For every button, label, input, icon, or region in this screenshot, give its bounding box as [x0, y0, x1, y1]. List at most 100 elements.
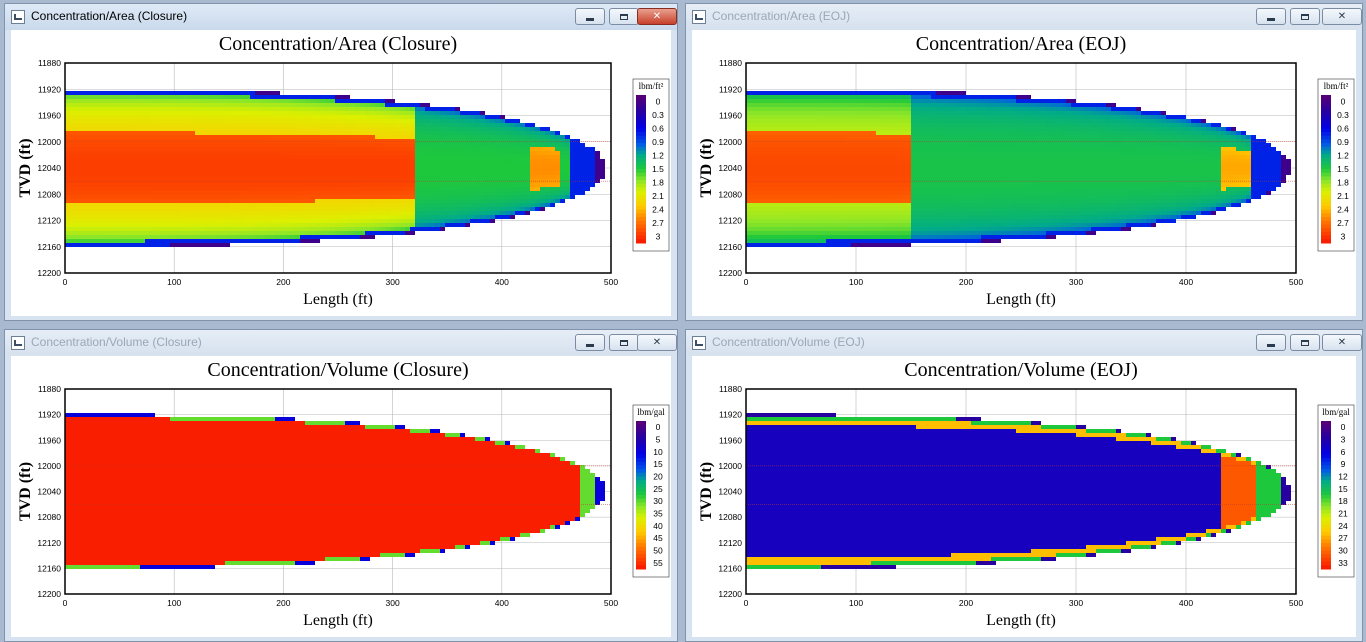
minimize-button[interactable]	[1256, 8, 1286, 25]
heatmap-cell	[270, 155, 275, 159]
heatmap-cell	[831, 215, 836, 219]
y-tick-label: 12000	[37, 137, 61, 147]
heatmap-cell	[115, 147, 120, 151]
heatmap-cell	[821, 191, 826, 195]
window-area-eoj[interactable]: Concentration/Area (EOJ) ✕ 0 100 200 300 400…	[685, 3, 1363, 321]
heatmap-cell	[761, 179, 766, 183]
heatmap-cell	[280, 95, 285, 99]
heatmap-cell	[320, 107, 325, 111]
window-titlebar[interactable]: Concentration/Area (Closure) ✕	[5, 4, 677, 30]
heatmap-cell	[140, 239, 145, 243]
heatmap-cell	[165, 123, 170, 127]
heatmap-cell	[130, 223, 135, 227]
heatmap-cell	[130, 211, 135, 215]
heatmap-cell	[390, 139, 395, 143]
heatmap-cell	[365, 115, 370, 119]
heatmap-cell	[150, 111, 155, 115]
heatmap-cell	[385, 167, 390, 171]
heatmap-cell	[455, 119, 460, 123]
heatmap-cell	[95, 163, 100, 167]
heatmap-cell	[190, 159, 195, 163]
heatmap-cell	[95, 239, 100, 243]
heatmap-cell	[405, 123, 410, 127]
heatmap-cell	[305, 115, 310, 119]
heatmap-cell	[766, 111, 771, 115]
heatmap-cell	[590, 167, 595, 171]
heatmap-cell	[801, 159, 806, 163]
heatmap-cell	[570, 143, 575, 147]
heatmap-cell	[831, 235, 836, 239]
heatmap-cell	[235, 131, 240, 135]
heatmap-cell	[440, 139, 445, 143]
heatmap-cell	[130, 171, 135, 175]
heatmap-cell	[911, 195, 916, 199]
heatmap-cell	[160, 191, 165, 195]
heatmap-cell	[886, 207, 891, 211]
heatmap-cell	[856, 191, 861, 195]
heatmap-cell	[180, 143, 185, 147]
heatmap-cell	[295, 191, 300, 195]
close-button[interactable]: ✕	[637, 8, 677, 25]
heatmap-cell	[861, 155, 866, 159]
heatmap-cell	[595, 163, 600, 167]
heatmap-cell	[345, 155, 350, 159]
heatmap-cell	[460, 155, 465, 159]
heatmap-cell	[911, 223, 916, 227]
heatmap-cell	[90, 139, 95, 143]
y-tick-label: 12160	[37, 242, 61, 252]
heatmap-cell	[390, 151, 395, 155]
heatmap-cell	[480, 119, 485, 123]
close-icon: ✕	[1337, 11, 1347, 22]
heatmap-cell	[445, 183, 450, 187]
heatmap-cell	[170, 115, 175, 119]
heatmap-cell	[445, 111, 450, 115]
heatmap-cell	[195, 231, 200, 235]
maximize-button[interactable]	[1290, 8, 1320, 25]
heatmap-cell	[440, 199, 445, 203]
close-button[interactable]: ✕	[1322, 8, 1362, 25]
heatmap-cell	[851, 227, 856, 231]
heatmap-cell	[300, 99, 305, 103]
heatmap-cell	[275, 239, 280, 243]
heatmap-cell	[105, 135, 110, 139]
heatmap-cell	[455, 111, 460, 115]
heatmap-cell	[140, 115, 145, 119]
heatmap-cell	[95, 183, 100, 187]
heatmap-cell	[115, 115, 120, 119]
window-area-closure[interactable]: Concentration/Area (Closure) ✕ 0 100 200 30…	[4, 3, 678, 321]
heatmap-cell	[791, 127, 796, 131]
colorbar-label: 3	[656, 231, 661, 241]
heatmap-cell	[310, 239, 315, 243]
heatmap-cell	[590, 147, 595, 151]
heatmap-cell	[125, 135, 130, 139]
heatmap-cell	[310, 227, 315, 231]
heatmap-cell	[145, 123, 150, 127]
heatmap-cell	[886, 171, 891, 175]
heatmap-cell	[560, 143, 565, 147]
heatmap-cell	[761, 215, 766, 219]
heatmap-cell	[200, 187, 205, 191]
heatmap-cell	[215, 199, 220, 203]
heatmap-cell	[265, 183, 270, 187]
colorbar-unit: lbm/ft²	[639, 81, 664, 91]
heatmap-cell	[440, 171, 445, 175]
heatmap-cell	[195, 243, 200, 247]
heatmap-cell	[570, 167, 575, 171]
heatmap-cell	[130, 131, 135, 135]
heatmap-cell	[500, 203, 505, 207]
heatmap-cell	[420, 171, 425, 175]
heatmap-cell	[395, 199, 400, 203]
heatmap-cell	[435, 147, 440, 151]
heatmap-cell	[796, 159, 801, 163]
window-titlebar[interactable]: Concentration/Area (EOJ) ✕	[686, 4, 1362, 30]
heatmap-cell	[280, 139, 285, 143]
heatmap-cell	[115, 135, 120, 139]
maximize-button[interactable]	[609, 8, 639, 25]
heatmap-cell	[841, 135, 846, 139]
heatmap-cell	[445, 187, 450, 191]
heatmap-cell	[445, 203, 450, 207]
heatmap-cell	[420, 135, 425, 139]
heatmap-cell	[100, 151, 105, 155]
heatmap-cell	[590, 175, 595, 179]
minimize-button[interactable]	[575, 8, 605, 25]
